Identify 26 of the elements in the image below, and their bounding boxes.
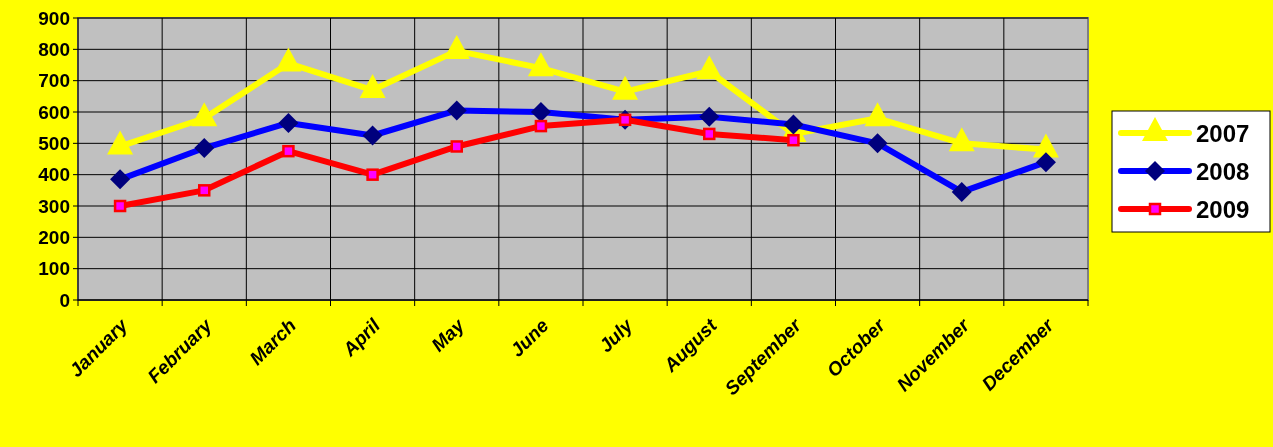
y-tick-label: 400	[38, 164, 70, 186]
y-tick-label: 300	[38, 195, 70, 217]
y-tick-label: 700	[38, 70, 70, 92]
y-tick-label: 200	[38, 226, 70, 248]
legend-label: 2008	[1196, 157, 1250, 185]
point	[534, 119, 548, 133]
point	[198, 184, 211, 197]
point	[443, 34, 470, 59]
legend-label: 2007	[1196, 119, 1250, 147]
point	[703, 127, 716, 141]
point	[282, 144, 295, 158]
y-tick-label: 900	[38, 7, 70, 29]
point	[527, 52, 554, 77]
point	[113, 199, 127, 213]
point	[359, 74, 386, 99]
y-tick-label: 800	[38, 38, 70, 60]
point	[787, 133, 800, 147]
point	[450, 140, 463, 153]
y-tick-label: 100	[38, 258, 70, 280]
legend-label: 2009	[1196, 195, 1250, 223]
point	[696, 55, 723, 80]
y-tick-label: 500	[38, 132, 70, 154]
y-tick-label: 600	[38, 101, 70, 123]
point	[275, 47, 302, 72]
point	[366, 168, 379, 181]
y-tick-label: 0	[59, 289, 70, 311]
